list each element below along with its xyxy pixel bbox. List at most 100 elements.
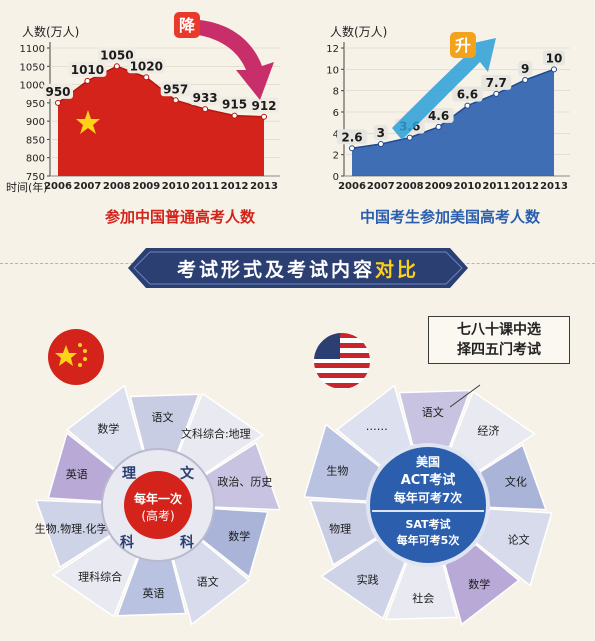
data-point [261, 113, 267, 120]
y-tick-label: 1100 [20, 44, 45, 55]
area-fill [352, 69, 554, 176]
section-banner [128, 248, 468, 288]
x-tick-label: 2010 [454, 181, 482, 192]
y-tick-label: 10 [326, 65, 339, 76]
data-point [143, 74, 150, 81]
data-point [172, 97, 179, 104]
section-title-main: 考试形式及考试内容 [176, 259, 375, 281]
data-point [231, 112, 238, 119]
wheel-segment-label: 语文 [197, 574, 219, 588]
data-label: 3 [377, 126, 385, 140]
x-tick-label: 2011 [191, 181, 219, 192]
wheel-segment-label: 经济 [477, 423, 499, 437]
wheel-segment-label: 社会 [412, 591, 434, 605]
us-exam-chart: 人数(万人) 0 2 4 6 8 10 12 2006 2007 2008 2009 2010 2011… [326, 24, 570, 192]
data-label: 912 [251, 99, 276, 113]
wheel-segment-label: 理科综合 [78, 570, 122, 584]
wheel-segment-label: 文化 [505, 474, 527, 488]
china-ring-bottom-right: 科 [180, 534, 194, 551]
data-point [551, 66, 557, 73]
y-tick-label: 800 [26, 154, 45, 165]
x-tick-label: 2010 [162, 181, 190, 192]
y-tick-label: 2 [333, 151, 339, 162]
us-chart-ylabel: 人数(万人) [330, 24, 387, 39]
trend-up-arrow-icon [392, 38, 496, 140]
x-tick-label: 2009 [132, 181, 160, 192]
x-tick-label: 2007 [74, 181, 102, 192]
data-label-bg [543, 50, 565, 66]
us-center-line3: 每年可考7次 [394, 490, 462, 505]
x-tick-label: 2011 [482, 181, 510, 192]
wheel-segment-label: 政治、历史 [217, 475, 272, 489]
us-center-line4: SAT考试 [405, 517, 450, 531]
trend-down-label: 降 [179, 16, 196, 35]
china-chart-ylabel: 人数(万人) [22, 24, 79, 39]
data-point [406, 134, 413, 141]
data-label-bg [423, 107, 454, 123]
wheel-segment-label: 实践 [357, 573, 379, 587]
section-title: 考试形式及考试内容对比 [148, 255, 448, 282]
data-label-bg [219, 96, 250, 112]
china-ring-bottom-left: 科 [120, 534, 134, 551]
wheel-segment-label: 生物 [326, 463, 348, 477]
x-tick-label: 2013 [540, 181, 568, 192]
wheel-segment-label: 物理 [329, 522, 351, 536]
us-subject-note: 七八十课中选 择四五门考试 [428, 316, 570, 364]
data-label-bg [68, 61, 107, 77]
china-ring-left: 理 [122, 466, 136, 482]
y-tick-label: 900 [26, 117, 45, 128]
x-tick-label: 2008 [396, 181, 424, 192]
us-center-line2: ACT考试 [401, 472, 455, 488]
y-tick-label: 1000 [20, 81, 45, 92]
data-label-bg [452, 86, 483, 102]
trend-up-label: 升 [455, 36, 471, 55]
x-tick-label: 2012 [511, 181, 539, 192]
data-label-bg [481, 74, 512, 90]
data-point [55, 99, 61, 106]
y-tick-label: 12 [326, 44, 339, 55]
china-chart-xlabel: 时间(年) [6, 180, 48, 194]
data-label-bg [97, 47, 136, 63]
data-label-bg [43, 83, 73, 99]
data-point [464, 102, 471, 109]
data-point [435, 123, 442, 130]
section-title-highlight: 对比 [375, 259, 420, 281]
trend-up-badge [450, 32, 476, 58]
x-tick-label: 2008 [103, 181, 131, 192]
y-tick-label: 850 [26, 135, 45, 146]
wheel-segment-label: …… [366, 420, 388, 433]
y-tick-label: 0 [333, 172, 339, 183]
china-exam-chart: 人数(万人) 时间(年) 750800850900950100010501100… [6, 12, 280, 194]
y-tick-label: 950 [26, 99, 45, 110]
data-label-bg [373, 125, 388, 140]
data-label-bg [127, 58, 166, 74]
china-star-icon [76, 110, 100, 134]
data-point [349, 145, 355, 152]
data-point [377, 141, 384, 147]
wheel-segment-label: 生物.物理.化学 [35, 521, 108, 535]
x-tick-label: 2007 [367, 181, 395, 192]
data-label: 1010 [71, 63, 104, 77]
data-label-bg [249, 97, 279, 113]
note-line1: 七八十课中选 [457, 322, 541, 338]
y-tick-label: 750 [26, 172, 45, 183]
x-tick-label: 2006 [44, 181, 72, 192]
china-center-line2: (高考) [141, 508, 174, 523]
data-point [84, 77, 91, 84]
note-line2: 择四五门考试 [457, 342, 541, 358]
us-chart-title: 中国考生参加美国高考人数 [359, 208, 540, 226]
x-tick-label: 2009 [425, 181, 453, 192]
data-label: 950 [45, 85, 70, 99]
wheel-segment-label: 数学 [228, 529, 250, 543]
data-point [202, 106, 209, 113]
data-label: 6.6 [457, 88, 478, 102]
y-tick-label: 1050 [20, 62, 45, 73]
x-tick-label: 2013 [250, 181, 278, 192]
china-flag-icon [48, 329, 104, 385]
data-point [113, 63, 120, 70]
area-fill [58, 66, 264, 176]
wheel-segment-label: 英语 [142, 586, 164, 600]
data-label: 1020 [130, 59, 163, 73]
y-tick-label: 6 [333, 108, 339, 119]
